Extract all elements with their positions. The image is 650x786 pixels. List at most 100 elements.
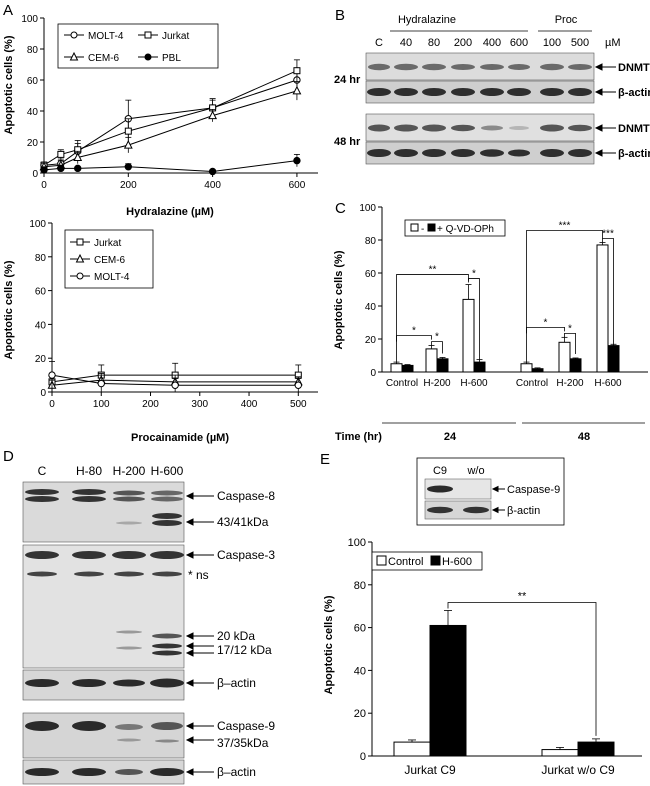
y-tick-label: 20 (27, 138, 39, 149)
bar-untreated (425, 348, 438, 373)
significance-bracket (468, 278, 480, 360)
x-tick-label: H-600 (460, 378, 488, 389)
x-tick-label: 400 (204, 180, 221, 191)
significance-bracket (564, 332, 576, 354)
y-tick-label: 0 (40, 388, 46, 399)
time-axis-label: Time (hr) (335, 431, 382, 443)
lane-label: 400 (483, 37, 501, 49)
band-label-actin: β-actin (618, 148, 650, 160)
significance-bracket (447, 602, 597, 736)
x-tick-label: 600 (289, 180, 306, 191)
data-point (124, 127, 132, 135)
lane-label: C (38, 464, 47, 478)
x-tick-label: 200 (142, 399, 159, 410)
panel-label-b: B (335, 7, 346, 24)
band-label-20kda: 20 kDa (217, 629, 255, 643)
bar-untreated (558, 341, 571, 373)
band-label-actin-2: β–actin (217, 765, 256, 779)
legend-label: Jurkat (94, 238, 121, 249)
series-line-jurkat (43, 70, 298, 166)
bar-qvd (401, 364, 414, 373)
group-label-hydralazine: Hydralazine (398, 14, 456, 26)
legend-swatch-minus (410, 223, 419, 232)
y-tick-label: 60 (27, 76, 39, 87)
blot-48hr-actin (365, 141, 595, 165)
bar-untreated (462, 298, 475, 373)
band-label-caspase9: Caspase-9 (507, 484, 560, 496)
significance-label: * (435, 332, 439, 343)
y-tick-label: 80 (365, 236, 377, 247)
y-tick-label: 100 (359, 203, 376, 214)
series-line-molt4 (43, 79, 298, 166)
panel-label-e: E (320, 451, 331, 468)
legend-label: H-600 (442, 556, 472, 568)
data-point (74, 164, 82, 173)
x-tick-label: Control (386, 378, 418, 389)
panel-label-a: A (3, 2, 14, 19)
y-axis-label: Apoptotic cells (%) (323, 595, 335, 694)
significance-label: *** (602, 228, 614, 239)
lane-label: 600 (510, 37, 528, 49)
series-line-cem6 (43, 90, 298, 168)
y-tick-label: 60 (354, 623, 366, 635)
y-tick-label: 100 (21, 14, 38, 25)
lane-label: w/o (466, 465, 484, 477)
y-axis-label: Apoptotic cells (%) (3, 35, 15, 134)
band-label-actin: β–actin (217, 676, 256, 690)
bar-qvd (473, 361, 486, 373)
bar-qvd (531, 368, 544, 373)
y-tick-label: 0 (32, 169, 38, 180)
y-tick-label: 0 (360, 751, 366, 763)
y-tick-label: 60 (35, 287, 47, 298)
lane-label: 500 (571, 37, 589, 49)
band-label-actin: β-actin (507, 505, 540, 517)
x-tick-label: 300 (191, 399, 208, 410)
lane-label: H-200 (113, 464, 146, 478)
significance-label: ** (429, 265, 437, 276)
caspase-western-blots: C H-80 H-200 H-600 (22, 464, 275, 785)
band-label-actin: β-actin (618, 87, 650, 99)
procainamide-line-chart: 0 20 40 60 80 100 0 100 200 300 400 500 Apoptotic c… (3, 219, 318, 444)
significance-label: * (472, 269, 476, 280)
lane-label: 80 (428, 37, 440, 49)
lane-label: 40 (400, 37, 412, 49)
y-tick-label: 20 (35, 354, 47, 365)
y-tick-label: 40 (365, 302, 377, 313)
significance-bracket (526, 230, 603, 363)
lane-label: H-80 (76, 464, 102, 478)
bar-control (541, 749, 579, 757)
data-point (171, 381, 179, 389)
legend-label: MOLT-4 (88, 31, 124, 42)
legend-label: Control (388, 556, 423, 568)
legend-box (371, 551, 483, 571)
lane-label: C (375, 37, 383, 49)
significance-label: * (412, 326, 416, 337)
x-tick-label: 400 (241, 399, 258, 410)
significance-label: * (568, 323, 572, 334)
hydralazine-line-chart: 0 20 40 60 80 100 0 200 400 600 Apoptotic cells (… (3, 14, 318, 218)
legend-molt4: MOLT-4 (70, 272, 130, 283)
data-point (124, 163, 133, 171)
lane-label: 100 (543, 37, 561, 49)
time-label-24: 24 (444, 431, 457, 443)
x-tick-label: 200 (120, 180, 137, 191)
y-tick-label: 20 (354, 708, 366, 720)
legend-label: + Q-VD-OPh (437, 224, 494, 235)
data-point (73, 152, 83, 161)
bar-qvd (607, 345, 620, 373)
band-label-dnmt1: DNMT1 (618, 123, 650, 135)
data-point (57, 164, 65, 173)
series-line-cem6 (51, 379, 299, 386)
x-tick-label: Jurkat w/o C9 (541, 763, 615, 777)
band-label-17-12kda: 17/12 kDa (217, 643, 272, 657)
data-point (293, 67, 301, 75)
band-label-43-41kda: 43/41kDa (217, 515, 269, 529)
row-label-48hr: 48 hr (334, 136, 361, 148)
blot-actin (22, 669, 185, 701)
y-tick-label: 60 (365, 269, 377, 280)
data-point (208, 167, 217, 176)
legend-label: Jurkat (162, 31, 189, 42)
x-tick-label: 500 (290, 399, 307, 410)
bar-qvd (436, 358, 449, 373)
x-axis-label: Hydralazine (µM) (126, 206, 214, 218)
